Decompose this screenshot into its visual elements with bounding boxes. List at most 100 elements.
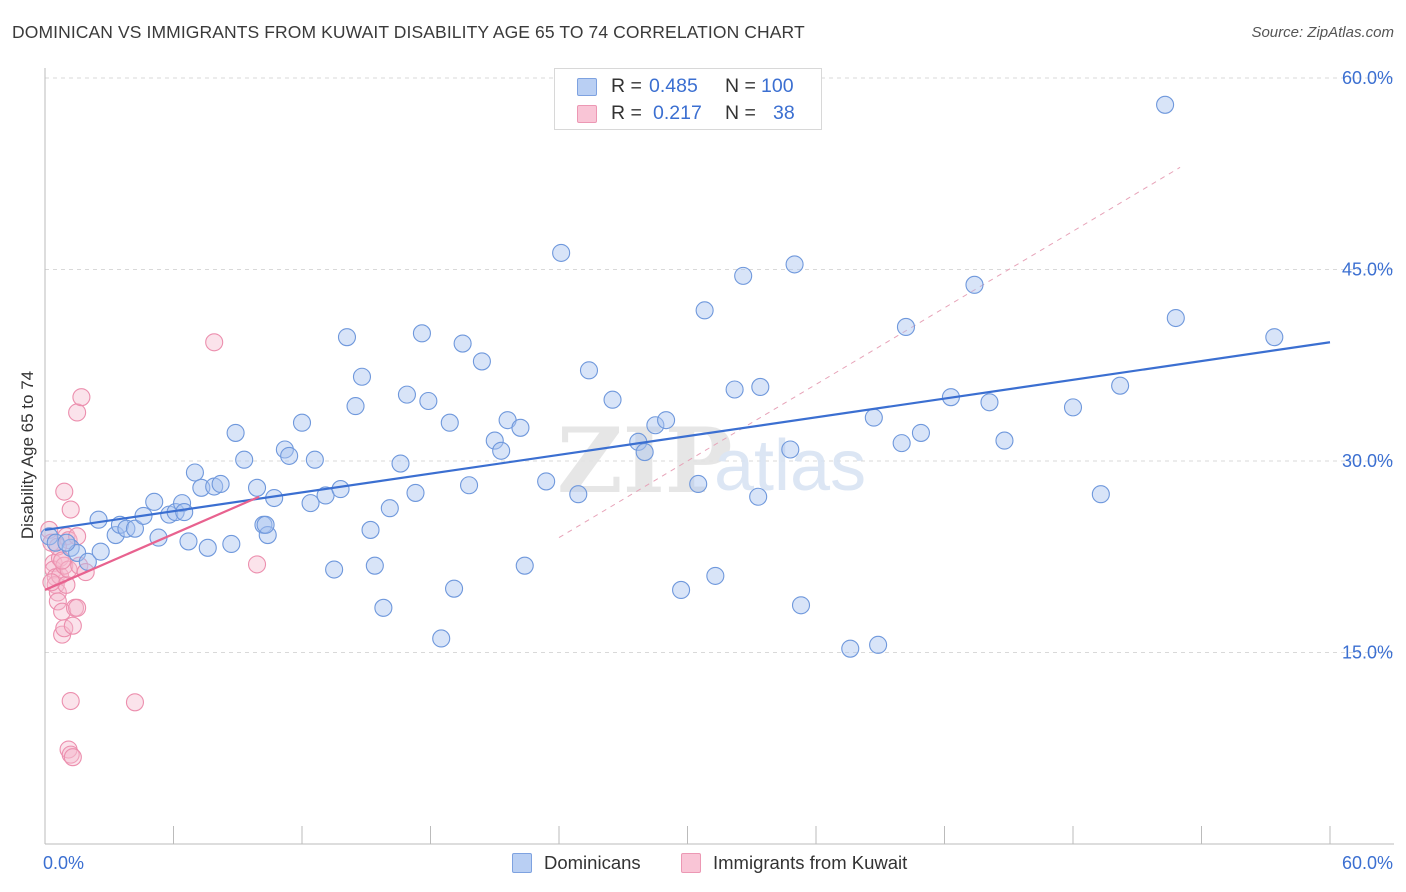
dominican-point	[235, 450, 254, 469]
dominican-point	[222, 534, 241, 554]
kuwait-point	[61, 691, 80, 711]
dominican-point	[173, 494, 192, 513]
dominican-point	[89, 510, 108, 529]
y-axis-label: Disability Age 65 to 74	[18, 371, 37, 539]
identity-dashed-line	[558, 166, 1181, 539]
dominican-point	[192, 478, 211, 497]
kuwait-point	[48, 592, 67, 611]
dominican-points	[40, 95, 1284, 658]
y-tick-label: 15.0%	[1342, 643, 1393, 663]
dominican-point	[346, 397, 365, 416]
legend-swatch-pink	[681, 853, 701, 873]
dominican-point	[145, 492, 164, 511]
dominican-point	[911, 423, 930, 442]
kuwait-point	[68, 598, 87, 617]
dominican-point	[1156, 95, 1175, 114]
dominican-point	[57, 533, 76, 552]
legend-n-label: N =	[725, 102, 756, 124]
dominican-point	[432, 629, 451, 648]
dominican-point	[211, 474, 230, 494]
dominican-point	[316, 486, 335, 505]
dominican-point	[965, 275, 984, 294]
dominican-point	[40, 527, 59, 546]
dominican-point	[980, 393, 999, 412]
legend-label: Immigrants from Kuwait	[713, 852, 908, 873]
chart-title: DOMINICAN VS IMMIGRANTS FROM KUWAIT DISA…	[12, 22, 805, 42]
dominican-point	[361, 520, 380, 539]
dominican-point	[511, 418, 530, 437]
kuwait-point	[63, 616, 82, 635]
dominican-point	[325, 560, 344, 579]
dominican-point	[412, 324, 431, 343]
kuwait-point	[61, 500, 80, 519]
dominican-point	[672, 580, 691, 599]
dominican-point	[781, 440, 800, 459]
kuwait-point	[247, 555, 267, 574]
dominican-point	[374, 598, 393, 617]
dominican-point	[892, 434, 911, 453]
kuwait-point	[125, 693, 144, 712]
dominican-point	[646, 416, 665, 435]
kuwait-point	[53, 551, 72, 570]
kuwait-point	[55, 482, 74, 501]
dominican-point	[292, 413, 312, 432]
dominican-point	[1111, 376, 1130, 395]
dominican-point	[1091, 485, 1110, 504]
dominican-point	[419, 391, 438, 411]
dominican-point	[1166, 308, 1185, 328]
legend-r-label: R =	[611, 75, 642, 97]
dominican-point	[552, 243, 571, 262]
dominican-point	[459, 476, 479, 495]
grid-lines	[45, 77, 1394, 653]
kuwait-point	[68, 403, 87, 422]
dominican-point	[869, 635, 888, 654]
dominican-point	[864, 408, 883, 427]
kuwait-point	[61, 745, 80, 764]
dominican-point	[365, 556, 384, 575]
dominican-point	[725, 380, 744, 399]
dominican-point	[1265, 328, 1284, 347]
legend-n-value: 100	[761, 75, 794, 97]
watermark: ZIP atlas	[557, 408, 866, 514]
tick-labels: 15.0% 30.0% 45.0% 60.0% 0.0% 60.0%	[43, 68, 1393, 873]
dominican-point	[440, 413, 459, 432]
kuwait-point	[72, 388, 91, 407]
dominican-point	[352, 367, 372, 386]
dominican-point	[841, 639, 860, 658]
dominican-point	[579, 361, 599, 380]
y-tick-label: 60.0%	[1342, 68, 1393, 88]
x-tick-label: 60.0%	[1342, 853, 1393, 873]
legend-r-label: R =	[611, 102, 642, 124]
dominican-trend-line	[44, 341, 1331, 532]
legend-swatch-blue	[577, 78, 597, 96]
y-tick-label: 45.0%	[1342, 260, 1393, 280]
dominican-point	[635, 443, 654, 462]
x-tick-label: 0.0%	[43, 853, 84, 873]
dominican-point	[391, 454, 410, 473]
kuwait-trend-line	[44, 495, 260, 591]
dominican-point	[106, 525, 125, 545]
dominican-point	[749, 487, 768, 506]
watermark-atlas: atlas	[714, 426, 866, 506]
dominican-point	[185, 463, 204, 482]
dominican-point	[337, 328, 357, 347]
dominican-point	[406, 483, 425, 502]
dominican-point	[492, 441, 511, 460]
dominican-point	[280, 446, 299, 465]
legend-label: Dominicans	[544, 852, 641, 873]
kuwait-point	[63, 748, 82, 767]
dominican-point	[537, 472, 556, 491]
dominican-point	[485, 431, 504, 450]
legend-swatch-blue	[512, 853, 532, 873]
legend-n-label: N =	[725, 75, 756, 97]
dominican-point	[226, 423, 245, 442]
dominican-point	[706, 566, 725, 585]
dominican-point	[734, 266, 753, 285]
dominican-point	[175, 503, 194, 522]
dominican-point	[397, 385, 416, 404]
dominican-point	[603, 390, 622, 409]
dominican-point	[657, 411, 676, 430]
source-label: Source: ZipAtlas.com	[1251, 24, 1394, 41]
dominican-point	[198, 538, 217, 557]
